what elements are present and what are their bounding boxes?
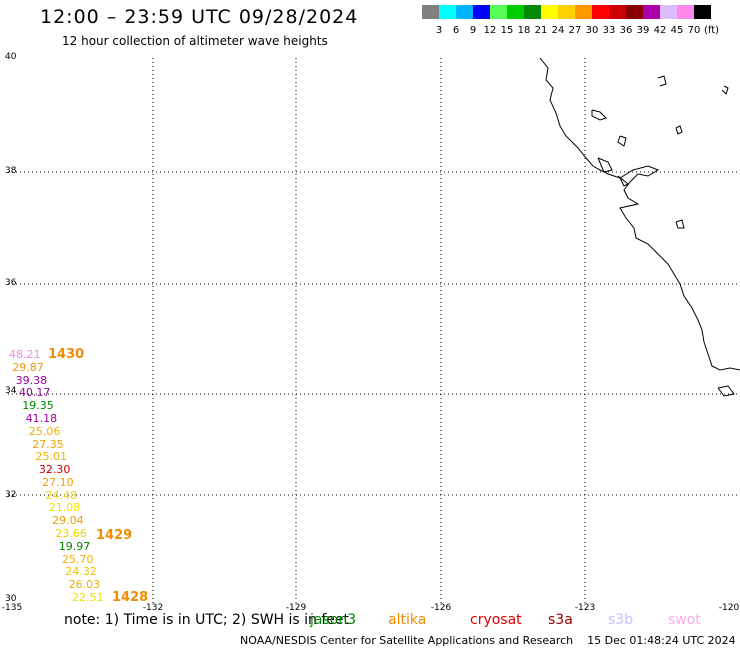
wave-height-reading: 22.51	[72, 591, 104, 604]
legend-altika: altika	[388, 612, 427, 628]
wave-height-reading: 29.87	[12, 360, 44, 374]
lat-label-36: 36	[5, 278, 17, 288]
map-area	[8, 58, 740, 605]
lon-label-126: -126	[430, 603, 452, 613]
lat-label-38: 38	[5, 166, 17, 176]
footer-note: note: 1) Time is in UTC; 2) SWH is in fe…	[64, 612, 350, 628]
colorbar-swatch	[592, 5, 609, 19]
lon-label-120: -120	[718, 603, 740, 613]
colorbar-swatch	[490, 5, 507, 19]
colorbar-label: 70	[687, 25, 701, 36]
wave-height-reading: 48.21	[9, 348, 41, 361]
lat-label-30: 30	[5, 594, 17, 604]
wave-height-reading: 25.01	[35, 450, 68, 464]
colorbar-swatch	[541, 5, 558, 19]
colorbar-swatch	[609, 5, 626, 19]
colorbar-swatch	[524, 5, 541, 19]
legend-s3a: s3a	[548, 612, 573, 628]
footer-credit: NOAA/NESDIS Center for Satellite Applica…	[240, 634, 736, 647]
colorbar-label: 21	[534, 25, 548, 36]
lon-label-135: -135	[1, 603, 23, 613]
credit-text: NOAA/NESDIS Center for Satellite Applica…	[240, 634, 574, 647]
colorbar-label: 27	[568, 25, 582, 36]
colorbar-label: 33	[602, 25, 616, 36]
colorbar-swatch	[677, 5, 694, 19]
colorbar-label: 15	[500, 25, 514, 36]
wave-height-reading: 24.48	[45, 488, 77, 502]
colorbar-swatch	[626, 5, 643, 19]
wave-height-reading: 23.66	[55, 527, 87, 541]
coastline	[539, 58, 740, 397]
wave-height-reading: 41.18	[25, 411, 58, 425]
colorbar-swatch	[422, 5, 439, 19]
lat-label-34: 34	[5, 386, 17, 396]
page-subtitle: 12 hour collection of altimeter wave hei…	[62, 34, 328, 48]
wave-height-reading: 26.03	[68, 578, 101, 592]
colorbar-swatch	[439, 5, 456, 19]
wave-height-reading: 27.35	[32, 437, 64, 451]
colorbar-swatch	[558, 5, 575, 19]
wave-height-reading: 25.70	[62, 552, 94, 566]
colorbar-swatch	[694, 5, 711, 19]
time-tag-1430: 1430	[48, 347, 85, 362]
wave-height-reading: 29.04	[52, 514, 84, 528]
wave-height-reading: 32.30	[38, 463, 71, 477]
lat-gridlines	[8, 171, 740, 496]
colorbar-label: 18	[517, 25, 531, 36]
lat-label-40: 40	[5, 52, 17, 62]
legend-s3b: s3b	[608, 612, 634, 628]
time-tag-1429: 1429	[96, 528, 133, 543]
colorbar-swatch	[575, 5, 592, 19]
wave-height-reading: 39.38	[15, 373, 48, 387]
colorbar-label: 42	[653, 25, 667, 36]
credit-timestamp: 15 Dec 01:48:24 UTC 2024	[587, 634, 736, 647]
wave-height-reading: 19.97	[58, 539, 91, 553]
wave-height-reading: 21.08	[48, 501, 81, 515]
legend-cryosat: cryosat	[470, 612, 522, 628]
legend-jason3: jason3	[310, 612, 357, 628]
colorbar-swatch	[660, 5, 677, 19]
colorbar-swatch	[456, 5, 473, 19]
wave-height-reading: 19.35	[22, 399, 54, 413]
colorbar-label: 3	[435, 25, 443, 36]
colorbar-label: 24	[551, 25, 565, 36]
colorbar-label: 45	[670, 25, 684, 36]
lat-label-32: 32	[5, 490, 17, 500]
colorbar-swatch	[473, 5, 490, 19]
lon-label-123: -123	[574, 603, 596, 613]
colorbar-swatch	[643, 5, 660, 19]
lon-label-132: -132	[142, 603, 164, 613]
colorbar-swatch	[507, 5, 524, 19]
colorbar-unit: (ft)	[704, 25, 720, 36]
wave-height-reading: 27.10	[42, 475, 74, 489]
colorbar-label: 39	[636, 25, 650, 36]
wave-height-reading: 25.06	[28, 424, 61, 438]
lon-gridlines	[152, 58, 586, 605]
time-tag-1428: 1428	[112, 590, 149, 605]
colorbar-label: 30	[585, 25, 599, 36]
page-title: 12:00 – 23:59 UTC 09/28/2024	[40, 6, 359, 28]
wave-height-reading: 24.32	[65, 565, 97, 579]
wave-height-reading: 40.17	[18, 386, 51, 400]
colorbar-label: 36	[619, 25, 633, 36]
lon-label-129: -129	[285, 603, 307, 613]
colorbar-label: 6	[452, 25, 460, 36]
colorbar-label: 9	[469, 25, 477, 36]
legend-swot: swot	[668, 612, 701, 628]
colorbar-label: 12	[483, 25, 497, 36]
